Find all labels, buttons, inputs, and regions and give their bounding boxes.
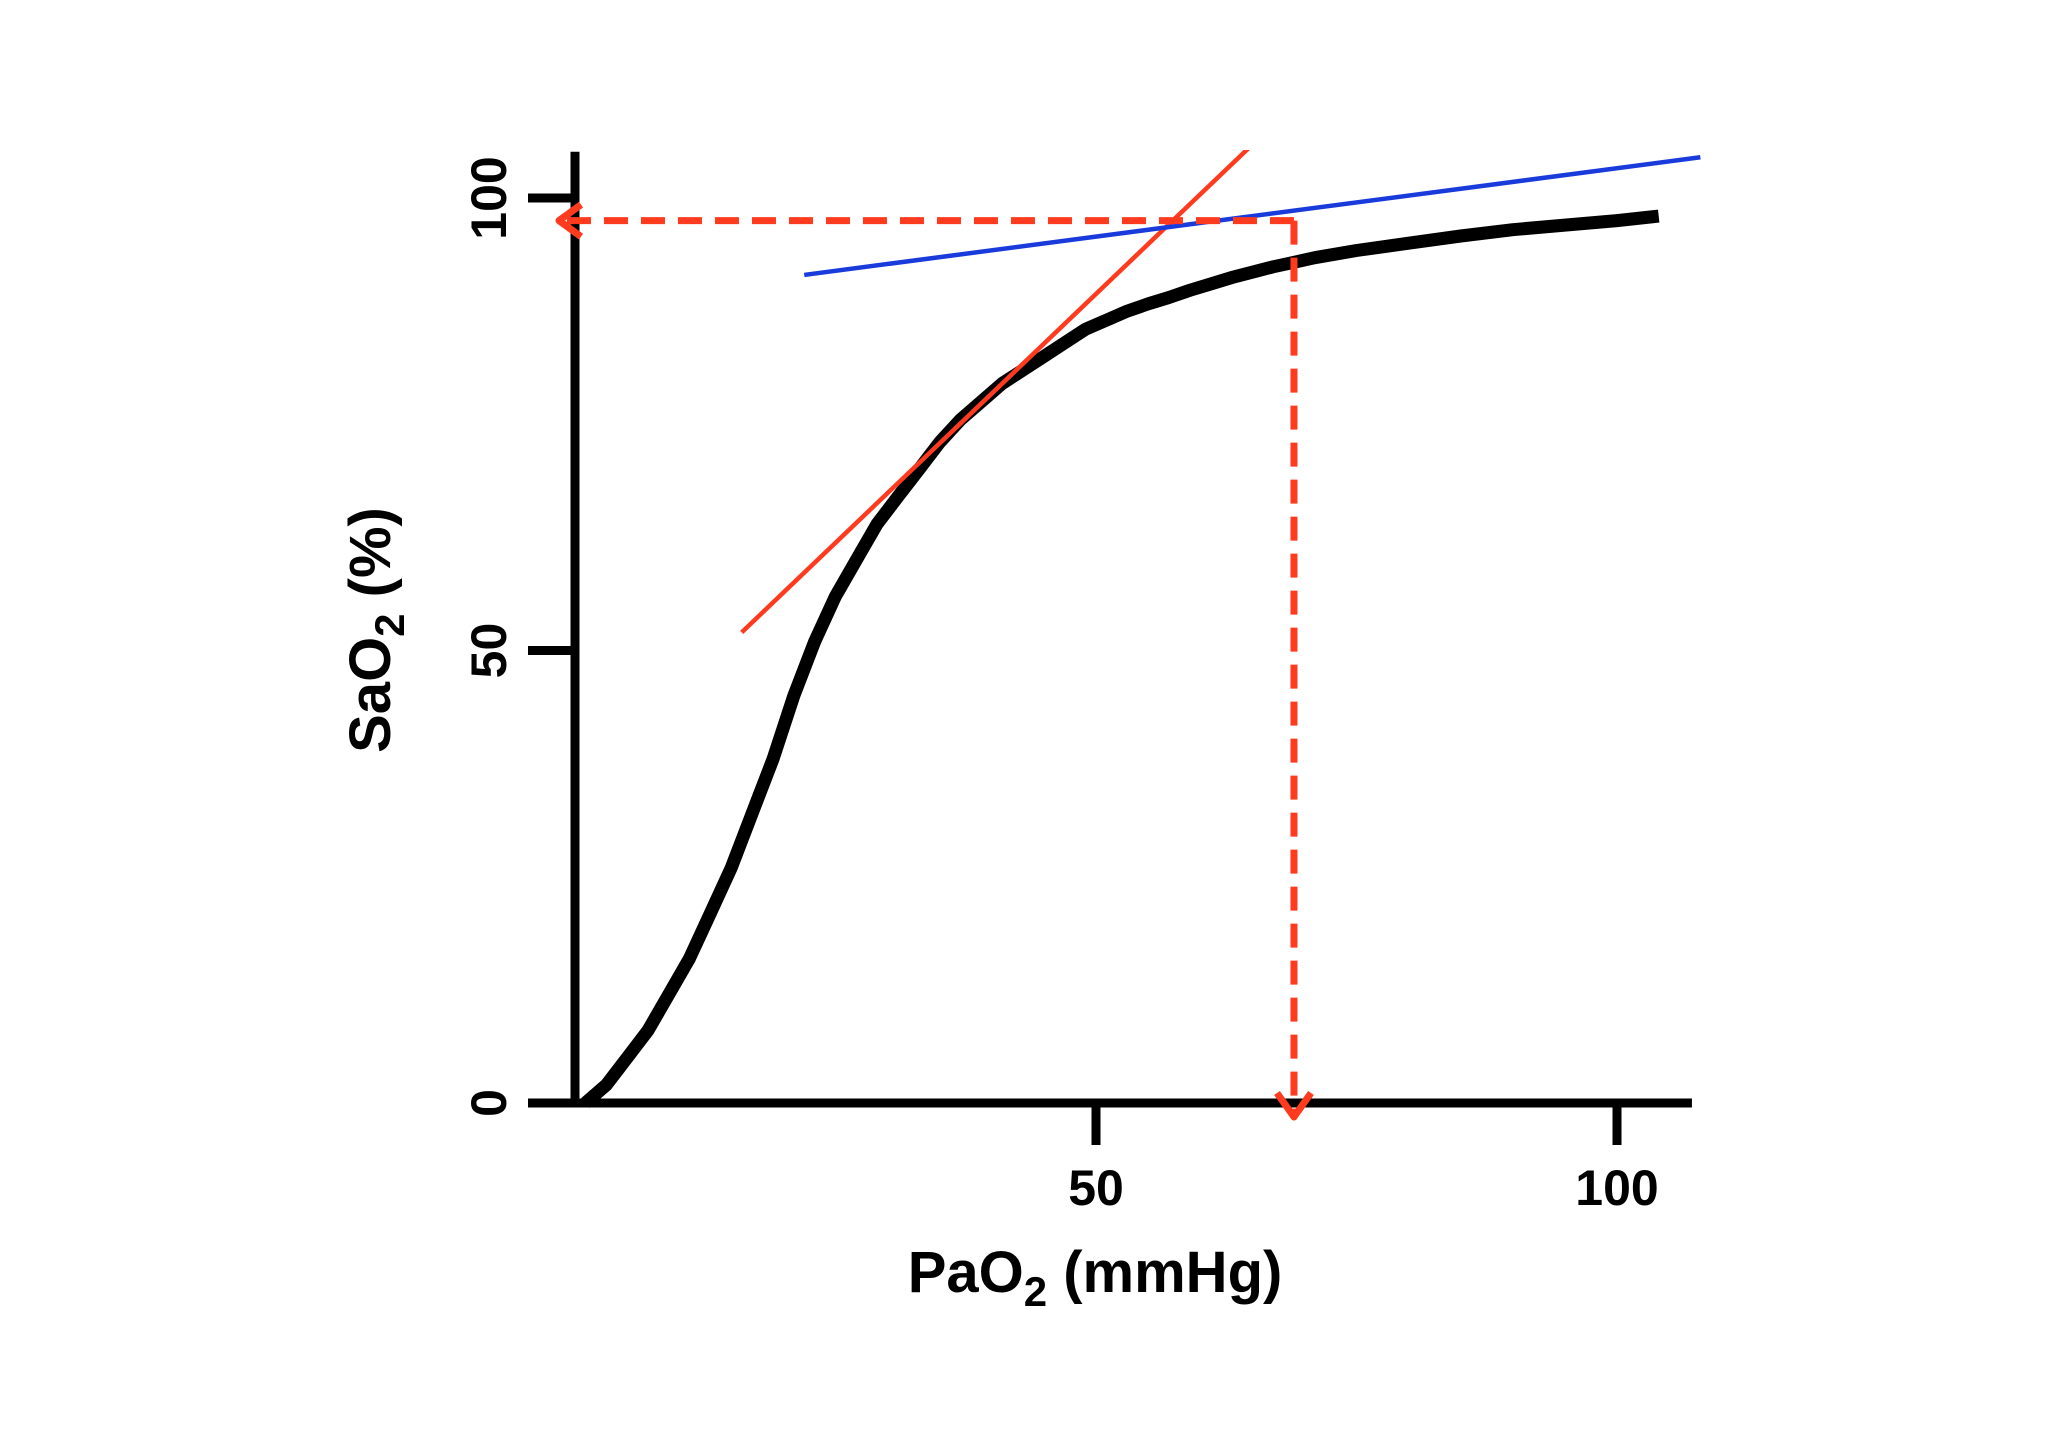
arrowhead-left — [555, 201, 584, 240]
y-tick-label-2: 100 — [461, 156, 517, 239]
x-axis-title: PaO2 (mmHg) — [908, 1240, 1283, 1315]
y-tick-label-1: 50 — [461, 623, 517, 679]
plateau-tangent-line — [803, 155, 1701, 278]
steep-tangent-line — [740, 150, 1250, 635]
y-axis-title-main: SaO — [338, 637, 403, 753]
x-tick-label-1: 100 — [1575, 1160, 1658, 1216]
dissociation-curve — [581, 209, 1660, 1108]
y-ticks: 0 50 100 — [461, 156, 575, 1117]
x-axis-title-sub: 2 — [1024, 1268, 1047, 1315]
x-axis-title-main: PaO — [908, 1240, 1024, 1305]
arrowhead-down — [1274, 1090, 1314, 1121]
x-tick-label-0: 50 — [1068, 1160, 1124, 1216]
y-axis-title: SaO2 (%) — [338, 507, 413, 753]
y-axis-title-sub: 2 — [366, 613, 413, 636]
x-ticks: 50 100 — [1068, 1103, 1659, 1216]
y-axis-title-suffix: (%) — [338, 507, 403, 613]
x-axis-title-suffix: (mmHg) — [1047, 1240, 1282, 1305]
y-tick-label-0: 0 — [461, 1089, 517, 1117]
